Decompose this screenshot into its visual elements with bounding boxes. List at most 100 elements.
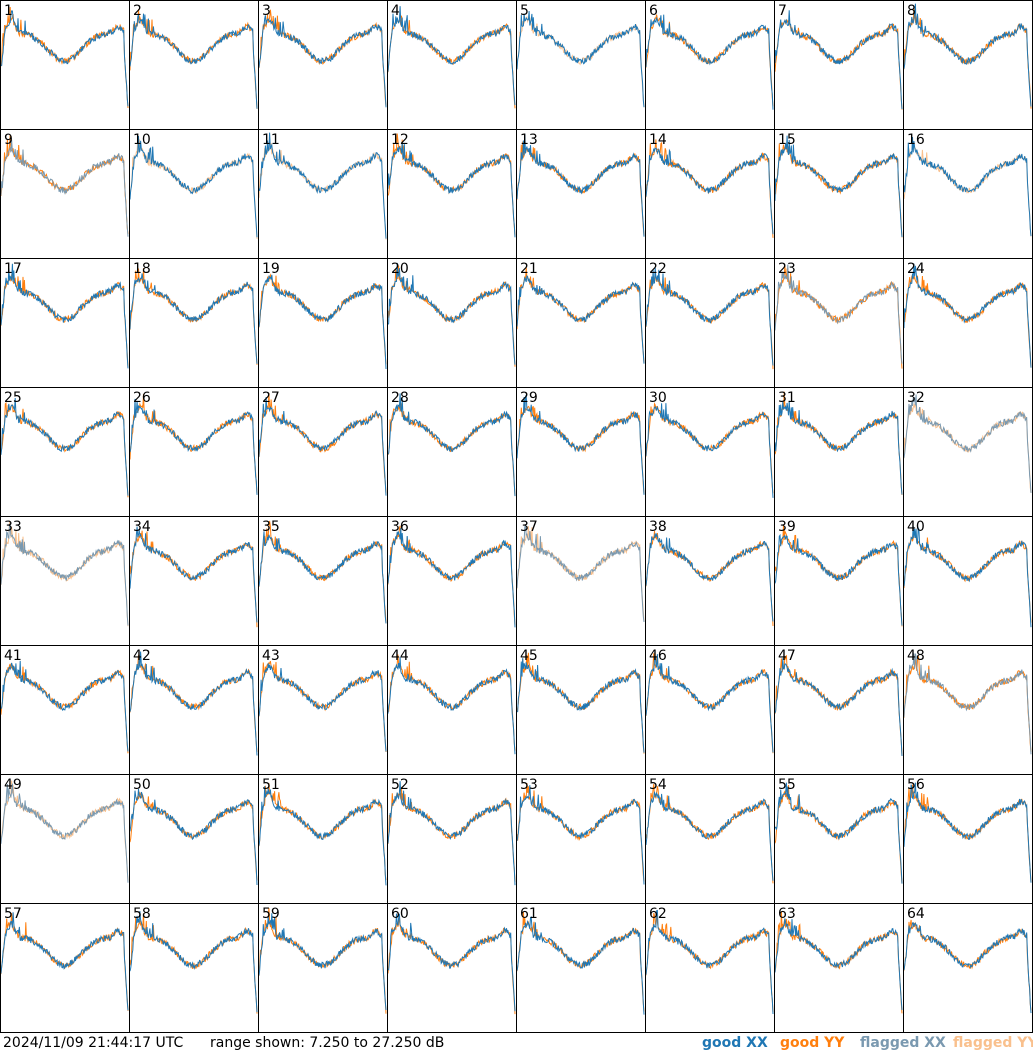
panel-63-xx-trace [774,918,903,1010]
panel-47-xx-trace [774,658,903,757]
panel-17-label: 17 [4,261,22,277]
panel-20-xx-trace [387,262,516,365]
panel-51-xx-trace [258,786,387,886]
panel-53-label: 53 [520,777,538,793]
panel-38-label: 38 [649,519,667,535]
panel-15-xx-trace [774,135,903,238]
panel-50-label: 50 [133,777,151,793]
panel-46-xx-trace [645,654,774,753]
panel-56-yy-trace [903,784,1032,883]
panel-13-xx-trace [516,134,645,237]
panel-18-yy-trace [129,268,258,365]
panel-49-xx-trace [0,783,129,883]
panel-7-xx-trace [774,10,903,110]
panel-35-yy-trace [258,520,387,624]
panel-41-xx-trace [0,660,129,752]
panel-58-yy-trace [129,913,258,1014]
panel-46-yy-trace [645,653,774,754]
panel-39-xx-trace [774,533,903,626]
panel-22-label: 22 [649,261,667,277]
panel-58-label: 58 [133,906,151,922]
panel-55-yy-trace [774,785,903,884]
panel-59-xx-trace [258,913,387,1011]
panel-22-xx-trace [645,267,774,366]
panel-10-label: 10 [133,132,151,148]
panel-17-xx-trace [0,263,129,369]
panel-46-label: 46 [649,648,667,664]
panel-59-yy-trace [258,907,387,1014]
panel-21-xx-trace [516,275,645,364]
panel-26-yy-trace [129,394,258,494]
panel-31-label: 31 [778,390,796,406]
panel-47-label: 47 [778,648,796,664]
panel-20-label: 20 [391,261,409,277]
panel-32-label: 32 [907,390,925,406]
panel-48-yy-trace [903,654,1032,753]
panel-27-xx-trace [258,396,387,496]
panel-64-yy-trace [903,919,1032,1011]
panel-8-yy-trace [903,8,1032,109]
panel-48-xx-trace [903,653,1032,755]
panel-27-yy-trace [258,392,387,494]
panel-57-label: 57 [4,906,22,922]
panel-53-yy-trace [516,782,645,882]
panel-1-xx-trace [0,10,129,107]
panel-26-label: 26 [133,390,151,406]
panel-2-label: 2 [133,3,142,19]
panel-24-label: 24 [907,261,925,277]
panel-4-yy-trace [387,15,516,109]
panel-60-xx-trace [387,913,516,1012]
panel-31-yy-trace [774,391,903,495]
panel-45-xx-trace [516,658,645,753]
panel-33-xx-trace [0,523,129,626]
panel-13-yy-trace [516,141,645,236]
panel-64-xx-trace [903,922,1032,1014]
panel-4-label: 4 [391,3,400,19]
panel-52-xx-trace [387,781,516,886]
panel-48-label: 48 [907,648,925,664]
panel-62-label: 62 [649,906,667,922]
legend-flagged-yy: flagged YY [953,1035,1033,1051]
timestamp: 2024/11/09 21:44:17 UTC [3,1035,184,1051]
panel-35-xx-trace [258,531,387,624]
panel-33-yy-trace [0,520,129,627]
panel-45-label: 45 [520,648,538,664]
panel-16-xx-trace [903,136,1032,237]
panel-28-xx-trace [387,393,516,497]
panel-25-xx-trace [0,397,129,496]
panel-58-xx-trace [129,910,258,1013]
panel-56-label: 56 [907,777,925,793]
panel-63-label: 63 [778,906,796,922]
panel-62-yy-trace [645,911,774,1013]
panel-35-label: 35 [262,519,280,535]
panel-7-label: 7 [778,3,787,19]
panel-34-label: 34 [133,519,151,535]
panel-6-xx-trace [645,14,774,110]
legend-good-yy: good YY [780,1035,845,1051]
panel-18-xx-trace [129,273,258,364]
panel-60-label: 60 [391,906,409,922]
panel-11-label: 11 [262,132,280,148]
panel-37-label: 37 [520,519,538,535]
panel-54-yy-trace [645,783,774,884]
panel-23-xx-trace [774,264,903,364]
panel-61-xx-trace [516,916,645,1015]
panel-8-label: 8 [907,3,916,19]
panel-11-xx-trace [258,132,387,239]
panel-5-label: 5 [520,3,529,19]
panel-51-yy-trace [258,783,387,881]
panel-56-xx-trace [903,782,1032,883]
panel-52-label: 52 [391,777,409,793]
panel-29-xx-trace [516,394,645,495]
panel-15-yy-trace [774,143,903,238]
panel-14-xx-trace [645,147,774,235]
panel-44-label: 44 [391,648,409,664]
panel-43-label: 43 [262,648,280,664]
panel-19-label: 19 [262,261,280,277]
panel-3-label: 3 [262,3,271,19]
panel-36-xx-trace [387,527,516,628]
panel-41-yy-trace [0,663,129,754]
panel-32-xx-trace [903,394,1032,493]
panel-23-yy-trace [774,265,903,369]
